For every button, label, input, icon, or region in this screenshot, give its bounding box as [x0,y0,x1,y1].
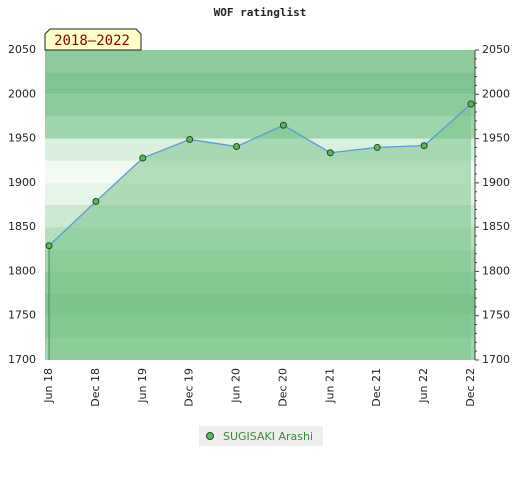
legend-label: SUGISAKI Arashi [223,430,313,443]
marker [373,143,381,151]
y2-tick-label: 1700 [482,353,510,366]
x-tick-label: Jun 19 [136,368,149,404]
x-tick-label: Dec 20 [276,368,289,407]
y-tick-label: 1800 [8,264,36,277]
y2-tick-label: 1950 [482,132,510,145]
marker [420,142,428,150]
x-tick-label: Dec 18 [89,368,102,407]
annotation-text: 2018–2022 [54,33,130,49]
marker [233,143,241,151]
line [48,103,472,247]
y-tick-label: 1750 [8,309,36,322]
y2-tick-label: 2050 [482,43,510,56]
chart-title: WOF ratinglist [214,6,307,19]
marker [186,135,194,143]
y-tick-label: 1700 [8,353,36,366]
marker [467,100,475,108]
x-tick-label: Jun 18 [42,368,55,404]
band [45,116,475,139]
y-tick-label: 1850 [8,220,36,233]
y2-tick-label: 1850 [482,220,510,233]
y-tick-label: 2050 [8,43,36,56]
y2-tick-label: 1800 [482,264,510,277]
legend-box [199,426,323,446]
y2-tick-label: 1900 [482,176,510,189]
band [45,72,475,95]
marker [139,154,147,162]
band [45,50,475,73]
y2-tick-label: 2000 [482,87,510,100]
marker [326,149,334,157]
annotation-box [44,28,142,51]
x-tick-label: Jun 22 [417,368,430,404]
annotation: 2018–2022 [44,28,142,51]
marker [92,197,100,205]
band [45,94,475,117]
y-tick-label: 2000 [8,87,36,100]
marker [279,121,287,129]
plot-area [45,50,475,361]
x-tick-label: Dec 19 [183,368,196,407]
x-tick-label: Jun 21 [323,368,336,404]
y2-tick-label: 1750 [482,309,510,322]
y-tick-label: 1950 [8,132,36,145]
x-tick-label: Dec 22 [464,368,477,407]
y-tick-label: 1900 [8,176,36,189]
marker [45,242,53,250]
x-tick-label: Dec 21 [370,368,383,407]
legend-marker [206,432,214,440]
area [49,104,471,361]
x-tick-label: Jun 20 [230,368,243,404]
